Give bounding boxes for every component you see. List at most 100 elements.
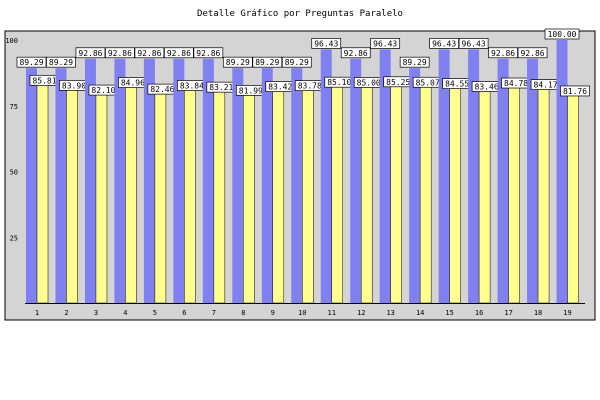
x-tick-label: 16	[475, 309, 483, 317]
bar-series1	[320, 49, 332, 303]
value-label-series2: 83.90	[62, 81, 86, 90]
bar-series1	[409, 68, 421, 303]
value-label-series1-box	[75, 47, 106, 59]
bar-series1	[350, 58, 362, 303]
value-label-series1: 89.29	[403, 58, 427, 67]
bar-series1	[55, 68, 67, 303]
value-label-series1: 96.43	[373, 39, 397, 48]
x-tick-label: 3	[94, 309, 98, 317]
value-label-series1-box	[517, 47, 548, 59]
x-tick-label: 8	[241, 309, 245, 317]
value-label-series1: 92.86	[521, 49, 545, 58]
value-label-series1-box	[544, 28, 580, 40]
bar-series1	[438, 49, 450, 303]
chart-title: Detalle Gráfico por Preguntas Paralelo	[197, 9, 403, 19]
x-tick-label: 14	[416, 309, 424, 317]
value-label-series2: 82.10	[91, 86, 115, 95]
x-tick-label: 10	[298, 309, 306, 317]
value-label-series1: 100.00	[548, 30, 577, 39]
bar-series2	[154, 85, 167, 304]
x-tick-label: 12	[357, 309, 365, 317]
value-label-series1-box	[105, 47, 135, 59]
y-tick-label: 100	[5, 37, 18, 45]
value-label-series2: 81.99	[239, 86, 263, 95]
value-label-series2: 84.96	[121, 79, 145, 88]
bar-series2	[36, 77, 49, 304]
y-tick-label: 75	[10, 103, 18, 111]
value-label-series1: 92.86	[137, 49, 161, 58]
bar-series1	[468, 49, 480, 303]
x-tick-label: 11	[328, 309, 336, 317]
bar-series2	[66, 82, 78, 304]
value-label-series2: 84.55	[445, 80, 469, 89]
bar-series2	[567, 87, 579, 304]
value-label-series1-box	[252, 56, 283, 68]
value-label-series1-box	[311, 38, 342, 49]
bar-series1	[527, 58, 539, 303]
bar-series2	[243, 87, 255, 304]
value-label-series1-box	[46, 56, 76, 68]
value-label-series1-box	[429, 38, 459, 49]
value-label-series2: 83.78	[298, 82, 322, 91]
x-tick-label: 6	[182, 309, 186, 317]
value-label-series2: 83.46	[475, 83, 499, 92]
x-tick-label: 9	[271, 309, 275, 317]
y-tick-label: 50	[10, 169, 18, 177]
value-label-series1: 92.86	[491, 49, 515, 58]
bar-series2	[419, 79, 432, 304]
value-label-series2: 85.25	[386, 78, 410, 87]
bar-series1	[261, 68, 273, 303]
value-label-series1: 92.86	[344, 49, 368, 58]
bar-series2	[478, 83, 491, 304]
bar-series2	[390, 78, 402, 304]
value-label-series1-box	[193, 47, 224, 59]
x-tick-label: 17	[504, 309, 512, 317]
bar-series1	[173, 58, 185, 303]
bar-series2	[508, 79, 520, 304]
value-label-series1-box	[340, 47, 371, 59]
x-tick-label: 2	[64, 309, 68, 317]
x-tick-label: 19	[563, 309, 571, 317]
value-label-series1-box	[222, 56, 253, 68]
value-label-series1: 89.29	[49, 58, 73, 67]
value-label-series1: 96.43	[314, 39, 338, 48]
value-label-series1: 96.43	[432, 39, 456, 48]
value-label-series2: 84.78	[504, 79, 528, 88]
x-tick-label: 5	[153, 309, 157, 317]
value-label-series1: 92.86	[108, 49, 132, 58]
value-label-series1-box	[370, 38, 401, 49]
value-label-series1: 92.86	[196, 49, 220, 58]
y-tick-label: 25	[10, 234, 18, 242]
value-label-series2: 85.00	[357, 78, 381, 87]
bar-series2	[125, 79, 137, 304]
x-tick-label: 7	[212, 309, 216, 317]
value-label-series2-box	[560, 85, 590, 97]
x-tick-label: 15	[445, 309, 453, 317]
value-label-series1-box	[458, 38, 489, 49]
bar-series1	[114, 58, 126, 303]
bar-series2	[213, 83, 226, 304]
bar-series1	[556, 40, 568, 303]
x-tick-label: 18	[534, 309, 542, 317]
bar-series1	[26, 68, 37, 303]
x-tick-label: 1	[35, 309, 39, 317]
bar-series1	[232, 68, 244, 303]
value-label-series2: 81.76	[563, 87, 587, 96]
value-label-series2: 83.21	[209, 83, 233, 92]
bar-series1	[84, 58, 96, 303]
bar-series2	[537, 81, 550, 304]
value-label-series2: 85.10	[327, 78, 351, 87]
value-label-series1-box	[399, 56, 430, 68]
bar-series1	[202, 58, 214, 303]
value-label-series2: 83.42	[268, 83, 292, 92]
value-label-series2: 85.81	[32, 76, 56, 85]
value-label-series1-box	[164, 47, 194, 59]
x-tick-label: 4	[123, 309, 127, 317]
value-label-series1-box	[16, 56, 47, 68]
value-label-series1-box	[134, 47, 165, 59]
bar-series1	[143, 58, 155, 303]
value-label-series2: 84.17	[534, 81, 558, 90]
value-label-series1: 92.86	[78, 49, 102, 58]
bar-series2	[331, 78, 343, 304]
